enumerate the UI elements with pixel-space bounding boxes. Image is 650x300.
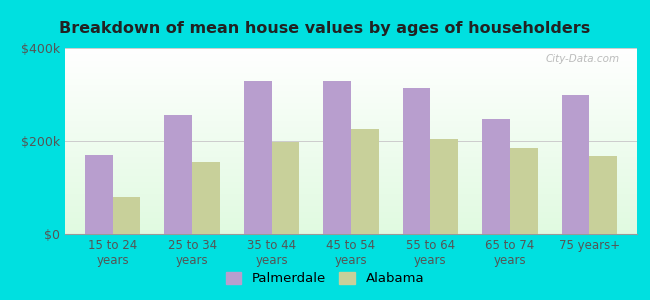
Bar xyxy=(590,156,617,234)
Bar xyxy=(164,116,192,234)
Bar xyxy=(112,197,140,234)
Bar xyxy=(323,82,351,234)
Text: Breakdown of mean house values by ages of householders: Breakdown of mean house values by ages o… xyxy=(59,21,591,36)
Bar xyxy=(402,88,430,234)
Bar xyxy=(192,162,220,234)
Bar xyxy=(351,129,379,234)
Legend: Palmerdale, Alabama: Palmerdale, Alabama xyxy=(220,266,430,290)
Text: City-Data.com: City-Data.com xyxy=(546,54,620,64)
Bar xyxy=(272,142,300,234)
Bar xyxy=(482,119,510,234)
Bar xyxy=(244,80,272,234)
Bar xyxy=(85,155,112,234)
Bar xyxy=(562,94,590,234)
Bar xyxy=(430,139,458,234)
Bar xyxy=(510,148,538,234)
